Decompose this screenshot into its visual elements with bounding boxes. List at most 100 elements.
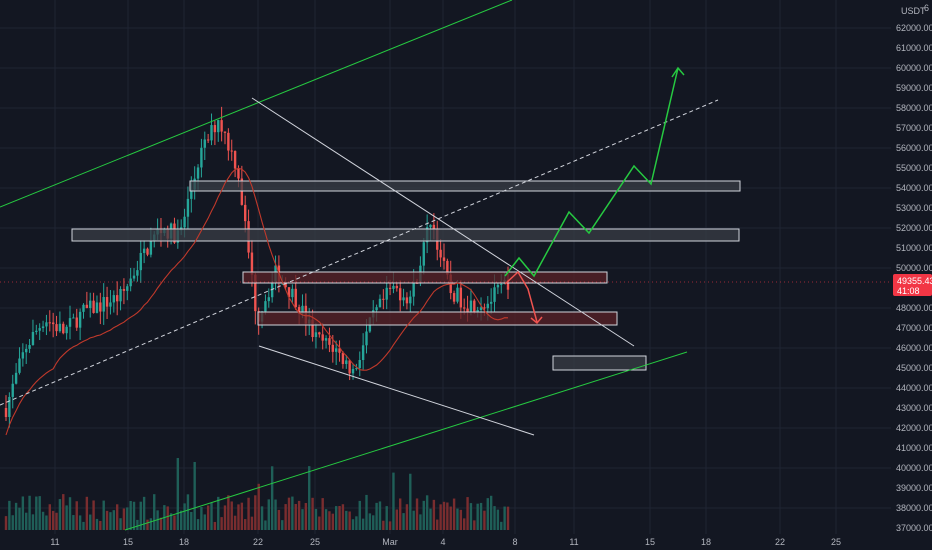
candle-body bbox=[493, 287, 496, 302]
candle-body bbox=[55, 324, 58, 332]
candle-body bbox=[146, 248, 149, 255]
volume-bar bbox=[75, 501, 78, 530]
candle-body bbox=[506, 279, 510, 290]
candle-body bbox=[149, 241, 153, 255]
volume-bar bbox=[479, 502, 483, 530]
candle-body bbox=[287, 287, 291, 298]
candle-body bbox=[314, 332, 318, 338]
price-tick-label: 47000.00 bbox=[896, 323, 932, 333]
time-axis[interactable]: 11 15 18 22 25 Mar 4 8 11 15 18 22 25 bbox=[50, 537, 841, 547]
volume-bar bbox=[466, 497, 469, 530]
candle-body bbox=[142, 248, 146, 253]
volume-bar bbox=[338, 506, 341, 530]
volume-bar bbox=[419, 514, 422, 530]
price-tick-label: 62000.00 bbox=[896, 23, 932, 33]
volume-bar bbox=[109, 512, 112, 530]
candle-body bbox=[338, 348, 341, 353]
volume-bar bbox=[331, 513, 335, 530]
volume-bar bbox=[136, 519, 139, 530]
volume-bar bbox=[237, 504, 240, 530]
candle-body bbox=[439, 249, 442, 258]
current-price-label: 49355.43 bbox=[897, 276, 932, 286]
volume-bar bbox=[398, 498, 402, 530]
channel-lower-line bbox=[124, 351, 688, 531]
time-tick-label: 11 bbox=[569, 537, 578, 547]
candle-body bbox=[18, 358, 21, 373]
candle-body bbox=[429, 224, 432, 228]
volume-bar bbox=[179, 510, 183, 530]
volume-bar bbox=[18, 507, 21, 530]
countdown-label: 41:08 bbox=[897, 286, 920, 296]
volume-bar bbox=[395, 509, 399, 530]
volume-bar bbox=[348, 511, 351, 530]
candle-body bbox=[284, 282, 287, 288]
descending-support-line bbox=[258, 345, 535, 436]
price-tick-label: 44000.00 bbox=[896, 383, 932, 393]
volume-bar bbox=[277, 509, 281, 530]
candle-body bbox=[72, 317, 75, 319]
price-tick-label: 52000.00 bbox=[896, 223, 932, 233]
volume-bar bbox=[311, 497, 314, 530]
volume-bar bbox=[486, 498, 489, 530]
price-tick-label: 39000.00 bbox=[896, 483, 932, 493]
candle-body bbox=[442, 257, 446, 261]
candle-body bbox=[139, 252, 142, 271]
volume-bar bbox=[392, 472, 395, 530]
price-tick-label: 55000.00 bbox=[896, 163, 932, 173]
candle-body bbox=[85, 304, 89, 309]
volume-bar bbox=[119, 518, 122, 530]
price-tick-label: 60000.00 bbox=[896, 63, 932, 73]
candle-body bbox=[105, 297, 109, 307]
volume-bar bbox=[291, 496, 294, 530]
candle-body bbox=[291, 288, 294, 298]
candle-body bbox=[206, 139, 210, 141]
candle-body bbox=[405, 297, 409, 304]
time-tick-label: 22 bbox=[775, 537, 785, 547]
volume-bar bbox=[402, 513, 405, 530]
volume-bar bbox=[469, 503, 473, 530]
volume-bar bbox=[503, 506, 506, 530]
volume-bar bbox=[31, 514, 35, 530]
candle-body bbox=[311, 319, 314, 338]
candle-body bbox=[136, 270, 139, 276]
volume-bar bbox=[385, 506, 388, 530]
volume-bar bbox=[375, 502, 378, 530]
volume-bar bbox=[129, 500, 132, 530]
volume-bar bbox=[463, 518, 466, 530]
horizontal-zones[interactable] bbox=[71, 180, 741, 371]
candle-body bbox=[479, 307, 483, 310]
volume-bar bbox=[85, 496, 89, 530]
volume-bar bbox=[328, 511, 331, 530]
price-tick-label: 42000.00 bbox=[896, 423, 932, 433]
price-tick-label: 56000.00 bbox=[896, 143, 932, 153]
candle-body bbox=[321, 334, 324, 341]
volume-bar bbox=[358, 500, 361, 530]
candle-body bbox=[21, 352, 25, 359]
candle-body bbox=[378, 298, 382, 308]
candle-body bbox=[250, 252, 254, 275]
candle-body bbox=[452, 293, 456, 302]
candle-body bbox=[230, 150, 233, 152]
drawn-trendlines[interactable] bbox=[0, 0, 891, 531]
time-tick-label: 25 bbox=[831, 537, 841, 547]
volume-bar bbox=[473, 520, 476, 530]
candle-body bbox=[466, 308, 469, 312]
volume-bar bbox=[89, 514, 92, 530]
price-tick-label: 43000.00 bbox=[896, 403, 932, 413]
candle-body bbox=[334, 348, 338, 352]
volume-bar bbox=[456, 508, 459, 530]
candle-body bbox=[409, 296, 412, 304]
volume-bar bbox=[442, 501, 446, 530]
candle-body bbox=[237, 168, 240, 179]
candle-body bbox=[331, 344, 335, 352]
price-axis[interactable]: 6 USDT 62000.00 61000.00 60000.00 59000.00 5… bbox=[891, 0, 932, 550]
candle-body bbox=[328, 338, 331, 345]
volume-bar bbox=[210, 502, 213, 530]
price-axis-unit: USDT bbox=[901, 6, 926, 16]
candle-body bbox=[297, 307, 301, 314]
volume-bar bbox=[439, 504, 442, 530]
volume-bar bbox=[324, 509, 328, 530]
time-tick-label: 15 bbox=[123, 537, 133, 547]
candle-body bbox=[45, 322, 48, 327]
